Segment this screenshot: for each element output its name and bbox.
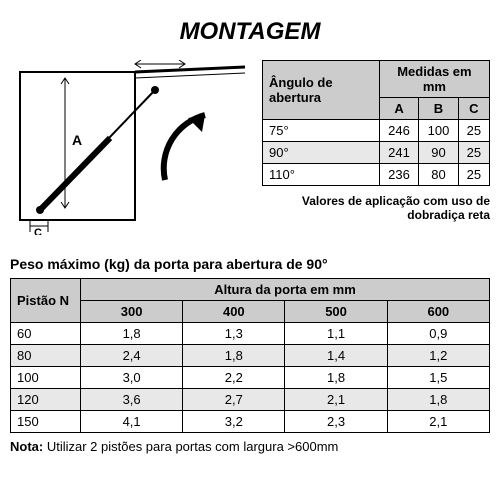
- table-row: 120 3,6 2,7 2,1 1,8: [11, 389, 490, 411]
- top-section: A B C Ângulo de abertura Medidas em mm A: [10, 60, 490, 240]
- height-header: Altura da porta em mm: [81, 279, 490, 301]
- table-row: 110° 236 80 25: [263, 164, 490, 186]
- col-400: 400: [183, 301, 285, 323]
- table-row: 75° 246 100 25: [263, 120, 490, 142]
- measures-header: Medidas em mm: [379, 61, 489, 98]
- col-A: A: [379, 98, 418, 120]
- col-B: B: [419, 98, 458, 120]
- col-600: 600: [387, 301, 489, 323]
- table-row: 100 3,0 2,2 1,8 1,5: [11, 367, 490, 389]
- col-500: 500: [285, 301, 387, 323]
- col-300: 300: [81, 301, 183, 323]
- svg-text:A: A: [72, 132, 82, 148]
- angle-header: Ângulo de abertura: [263, 61, 380, 120]
- note-text: Utilizar 2 pistões para portas com largu…: [43, 439, 338, 454]
- table-row: 60 1,8 1,3 1,1 0,9: [11, 323, 490, 345]
- svg-text:B: B: [149, 60, 158, 63]
- mounting-diagram: A B C: [10, 60, 250, 240]
- angle-caption: Valores de aplicação com uso de dobradiç…: [262, 194, 490, 222]
- table-row: 80 2,4 1,8 1,4 1,2: [11, 345, 490, 367]
- table-row: 90° 241 90 25: [263, 142, 490, 164]
- angle-table: Ângulo de abertura Medidas em mm A B C 7…: [262, 60, 490, 186]
- piston-header: Pistão N: [11, 279, 81, 323]
- angle-table-area: Ângulo de abertura Medidas em mm A B C 7…: [262, 60, 490, 240]
- weight-subtitle: Peso máximo (kg) da porta para abertura …: [10, 256, 490, 272]
- svg-text:C: C: [34, 227, 42, 235]
- weight-table: Pistão N Altura da porta em mm 300 400 5…: [10, 278, 490, 433]
- note-label: Nota:: [10, 439, 43, 454]
- col-C: C: [458, 98, 489, 120]
- page-title: MONTAGEM: [10, 18, 490, 46]
- note: Nota: Utilizar 2 pistões para portas com…: [10, 439, 490, 454]
- table-row: 150 4,1 3,2 2,3 2,1: [11, 411, 490, 433]
